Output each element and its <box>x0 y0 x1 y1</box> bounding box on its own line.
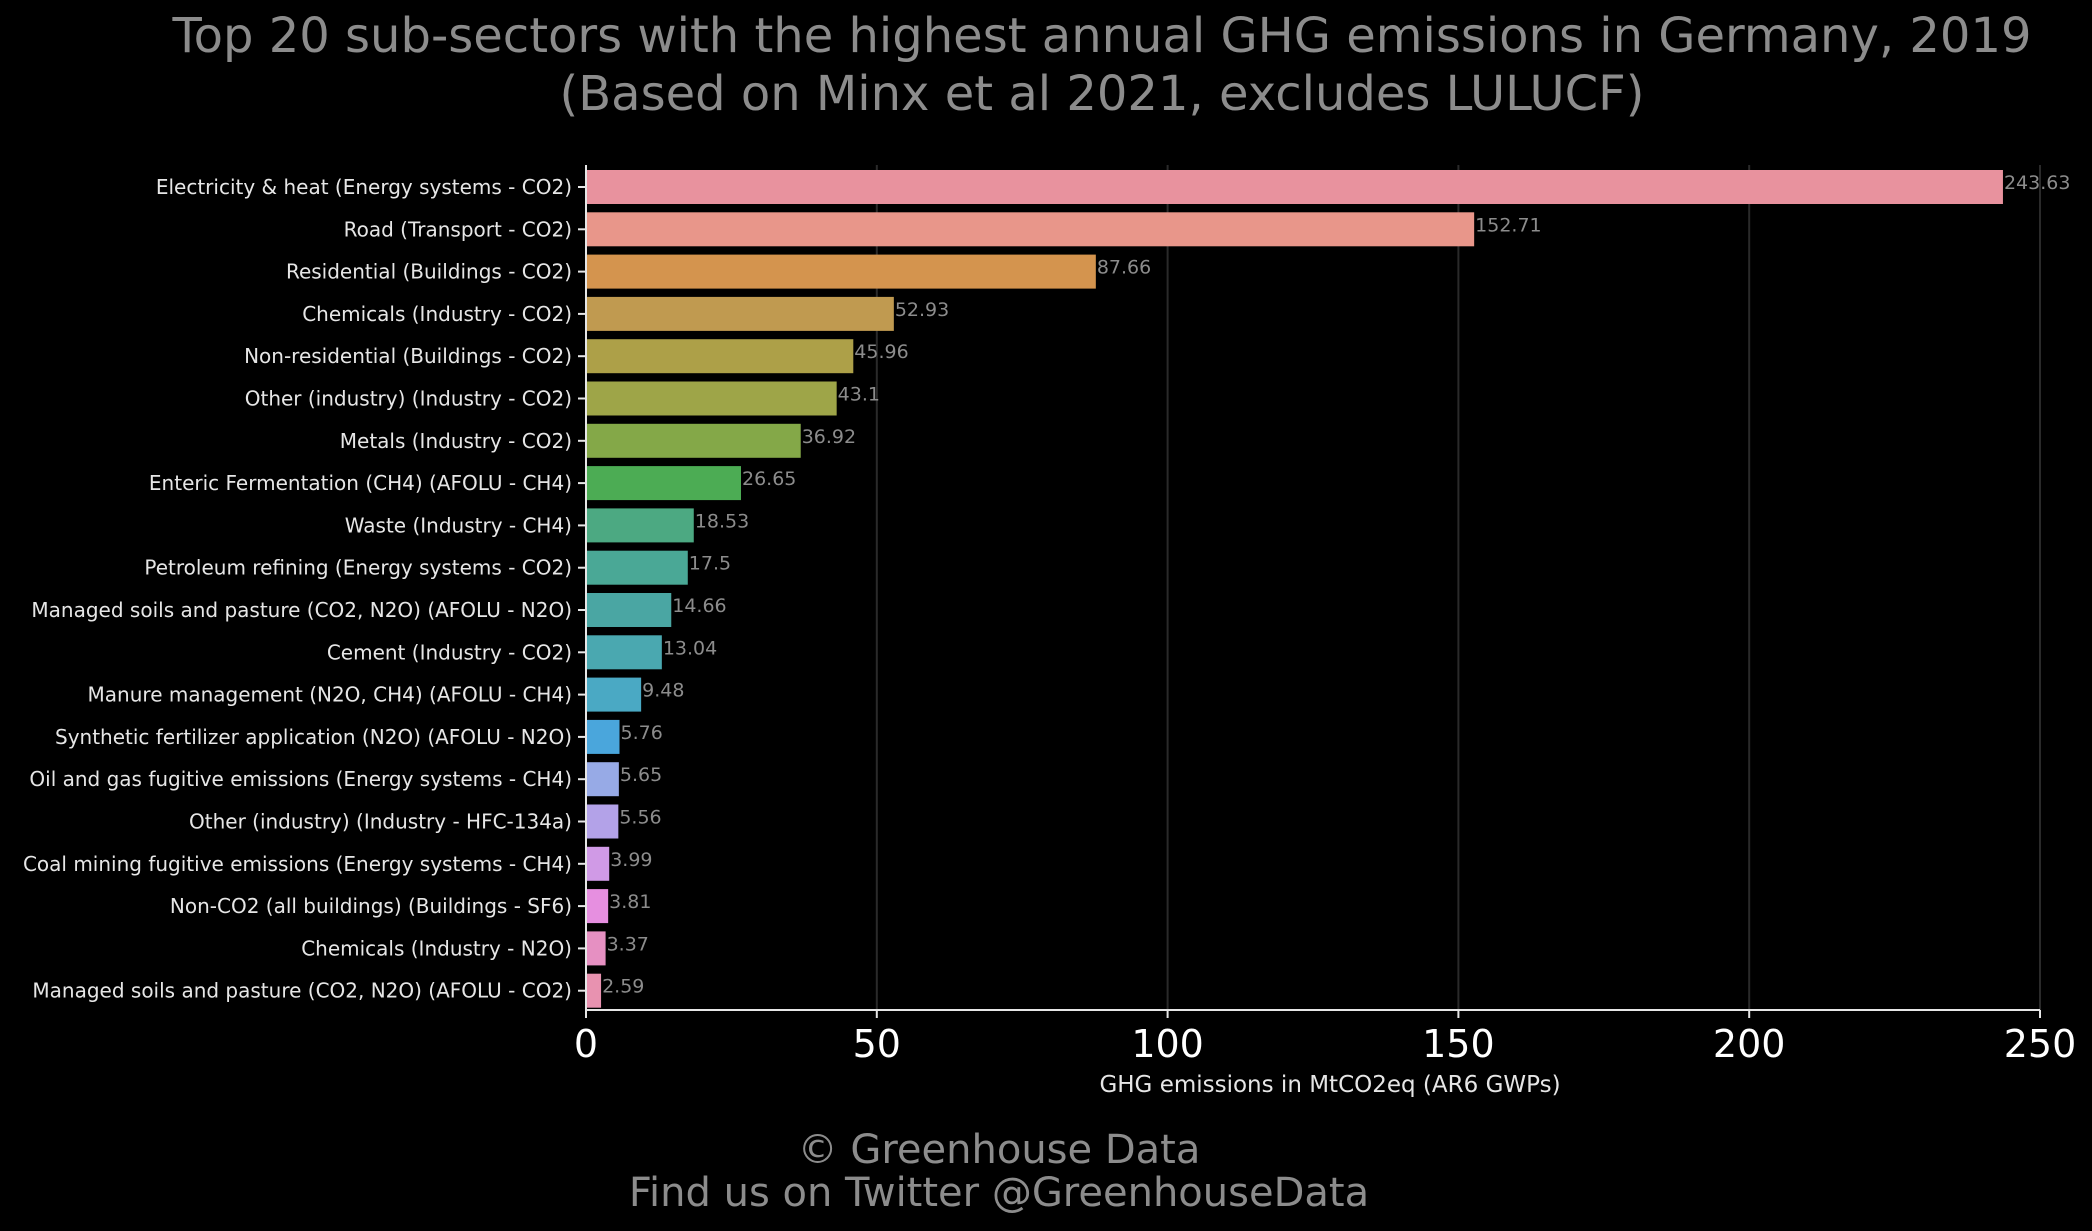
x-tick-label: 100 <box>1131 1022 1204 1066</box>
grid <box>875 165 2041 1010</box>
x-tick-label: 250 <box>2004 1022 2077 1066</box>
value-label: 2.59 <box>602 976 644 998</box>
value-label: 43.1 <box>838 384 880 406</box>
category-label: Non-residential (Buildings - CO2) <box>244 344 572 368</box>
value-label: 36.92 <box>802 426 856 448</box>
value-label: 26.65 <box>742 468 796 490</box>
bar <box>586 508 694 543</box>
category-label: Managed soils and pasture (CO2, N2O) (AF… <box>31 598 572 622</box>
value-label: 9.48 <box>642 680 684 702</box>
value-label: 18.53 <box>695 510 749 532</box>
bar <box>586 170 2003 204</box>
category-label: Petroleum refining (Energy systems - CO2… <box>144 556 572 580</box>
category-label: Synthetic fertilizer application (N2O) (… <box>55 725 572 749</box>
bar <box>586 931 606 966</box>
category-label: Managed soils and pasture (CO2, N2O) (AF… <box>32 979 572 1003</box>
bar <box>586 339 854 374</box>
bar <box>586 296 894 331</box>
bar <box>586 677 642 712</box>
value-label: 13.04 <box>663 637 717 659</box>
chart-subtitle: (Based on Minx et al 2021, excludes LULU… <box>560 66 1645 122</box>
bar <box>586 423 801 458</box>
bar <box>586 762 619 797</box>
bar <box>586 889 609 924</box>
category-label: Chemicals (Industry - N2O) <box>301 936 572 960</box>
bar <box>586 846 610 881</box>
value-label: 3.99 <box>610 849 652 871</box>
category-label: Chemicals (Industry - CO2) <box>302 302 572 326</box>
category-label: Manure management (N2O, CH4) (AFOLU - CH… <box>88 683 572 707</box>
value-label: 52.93 <box>895 299 949 321</box>
category-label: Other (industry) (Industry - HFC-134a) <box>189 810 572 834</box>
chart-title: Top 20 sub-sectors with the highest annu… <box>171 8 2031 64</box>
footer-copyright: © Greenhouse Data <box>798 1127 1201 1173</box>
value-label: 243.63 <box>2004 172 2070 194</box>
bar <box>586 381 837 416</box>
value-label: 5.56 <box>619 807 661 829</box>
value-labels: 243.63 152.71 87.66 52.93 45.96 43.1 36.92 26.6… <box>602 172 2070 998</box>
category-label: Non-CO2 (all buildings) (Buildings - SF6… <box>170 894 572 918</box>
value-label: 87.66 <box>1097 257 1151 279</box>
category-label: Cement (Industry - CO2) <box>327 640 572 664</box>
x-tick-label: 200 <box>1713 1022 1786 1066</box>
value-label: 3.37 <box>607 933 649 955</box>
category-label: Enteric Fermentation (CH4) (AFOLU - CH4) <box>149 471 572 495</box>
category-label: Oil and gas fugitive emissions (Energy s… <box>29 767 572 791</box>
bar <box>586 466 741 501</box>
x-tick-label: 0 <box>574 1022 598 1066</box>
x-tick-label: 150 <box>1422 1022 1495 1066</box>
bars <box>586 170 2003 1008</box>
category-label: Coal mining fugitive emissions (Energy s… <box>23 852 572 876</box>
value-label: 5.65 <box>620 764 662 786</box>
x-axis-title: GHG emissions in MtCO2eq (AR6 GWPs) <box>1099 1072 1560 1098</box>
category-labels: Electricity & heat (Energy systems - CO2… <box>23 175 572 1003</box>
bar <box>586 550 688 585</box>
bar <box>586 973 602 1008</box>
value-label: 17.5 <box>689 553 731 575</box>
bar <box>586 212 1475 247</box>
x-axis-ticks: 0 50 100 150 200 250 <box>574 165 2076 1066</box>
value-label: 152.71 <box>1475 214 1541 236</box>
footer-twitter: Find us on Twitter @GreenhouseData <box>629 1170 1369 1216</box>
category-label: Waste (Industry - CH4) <box>345 513 572 537</box>
category-label: Road (Transport - CO2) <box>344 217 572 241</box>
value-label: 45.96 <box>854 341 908 363</box>
category-label: Metals (Industry - CO2) <box>340 429 572 453</box>
bar <box>586 593 672 627</box>
bar <box>586 804 619 839</box>
value-label: 14.66 <box>672 595 726 617</box>
value-label: 3.81 <box>609 891 651 913</box>
category-label: Other (industry) (Industry - CO2) <box>245 387 572 411</box>
value-label: 5.76 <box>621 722 663 744</box>
x-tick-label: 50 <box>853 1022 901 1066</box>
bar <box>586 635 662 670</box>
category-label: Electricity & heat (Energy systems - CO2… <box>156 175 572 199</box>
bar <box>586 254 1096 289</box>
bar <box>586 719 620 754</box>
category-label: Residential (Buildings - CO2) <box>286 260 572 284</box>
